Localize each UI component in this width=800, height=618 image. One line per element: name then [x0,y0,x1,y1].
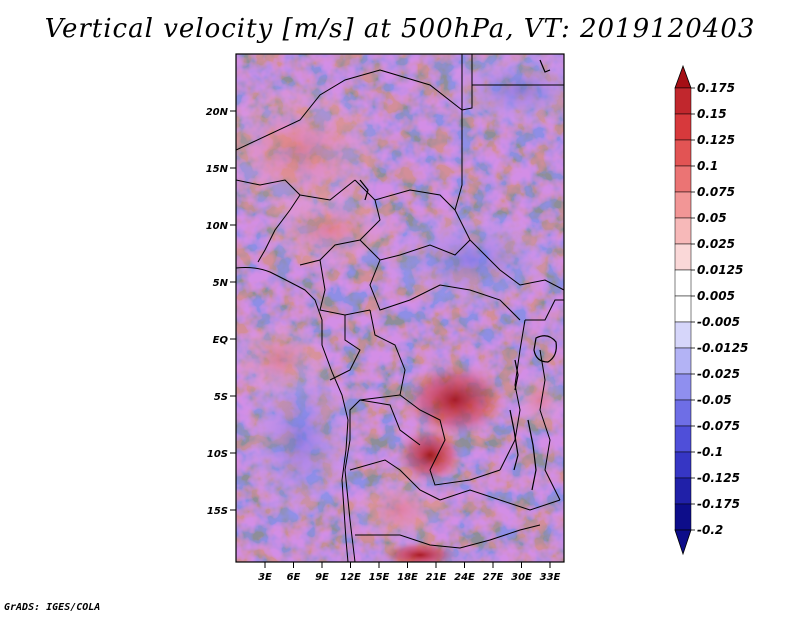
colorbar-segment [674,217,692,245]
colorbar-label: -0.1 [697,445,723,459]
colorbar-label: -0.0125 [697,341,748,355]
colorbar-label: -0.075 [697,419,740,433]
colorbar-segment [674,321,692,349]
lon-tick-label: 18E [397,572,418,583]
plot-frame [235,53,565,563]
lat-tick-label: 10N [206,221,229,232]
latitude-axis: 20N 15N 10N 5N EQ 5S 10S 15S [206,107,236,517]
colorbar-bottom-triangle [674,529,692,556]
colorbar-label: 0.175 [697,81,735,95]
lon-tick-label: 21E [426,572,447,583]
lat-tick-label: 5S [214,392,228,403]
lon-tick-label: 24E [454,572,475,583]
colorbar-segment [674,373,692,401]
lat-tick-label: 20N [206,107,229,118]
lakes [359,59,557,491]
lon-tick-label: 33E [540,572,561,583]
colorbar-segment [674,503,692,531]
colorbar-label: -0.05 [697,393,732,407]
lon-tick-label: 12E [340,572,361,583]
colorbar-segment [674,165,692,193]
colorbar: 0.175 0.15 0.125 0.1 0.075 0.05 0.025 0.0125 0.0… [674,64,748,556]
colorbar-label: 0.075 [697,185,735,199]
colorbar-segment [674,399,692,427]
lon-tick-label: 6E [287,572,301,583]
footer-credit: GrADS: IGES/COLA [4,602,101,613]
colorbar-label: -0.2 [697,523,723,537]
lat-tick-label: 15N [206,164,229,175]
colorbar-label: 0.1 [697,159,718,173]
colorbar-segment [674,243,692,271]
lon-tick-label: 27E [483,572,504,583]
colorbar-segment [674,87,692,115]
colorbar-top-triangle [674,64,692,89]
colorbar-segment [674,477,692,505]
colorbar-segment [674,295,692,323]
colorbar-segment [674,347,692,375]
colorbar-segment [674,113,692,141]
lon-tick-label: 9E [315,572,329,583]
colorbar-segment [674,139,692,167]
colorbar-label: 0.0125 [697,263,743,277]
colorbar-segment [674,191,692,219]
colorbar-label: -0.025 [697,367,740,381]
colorbar-segment [674,425,692,453]
lon-tick-label: 3E [258,572,272,583]
lat-tick-label: 5N [213,278,229,289]
colorbar-label: 0.005 [697,289,735,303]
colorbar-segment [674,269,692,297]
lon-tick-label: 15E [369,572,390,583]
colorbar-label: -0.005 [697,315,740,329]
colorbar-label: -0.175 [697,497,740,511]
colorbar-label: -0.125 [697,471,740,485]
lon-tick-label: 30E [511,572,532,583]
colorbar-label: 0.025 [697,237,735,251]
country-borders [236,54,564,562]
lat-tick-label: EQ [213,335,229,346]
map-title: Vertical velocity [m/s] at 500hPa, VT: 2… [44,14,756,44]
colorbar-label: 0.15 [697,107,727,121]
lat-tick-label: 10S [207,449,228,460]
colorbar-label: 0.05 [697,211,727,225]
colorbar-label: 0.125 [697,133,735,147]
colorbar-segment [674,451,692,479]
lat-tick-label: 15S [207,506,228,517]
longitude-axis: 3E 6E 9E 12E 15E 18E 21E 24E 27E 30E 33E [258,562,561,583]
velocity-field [236,54,564,562]
